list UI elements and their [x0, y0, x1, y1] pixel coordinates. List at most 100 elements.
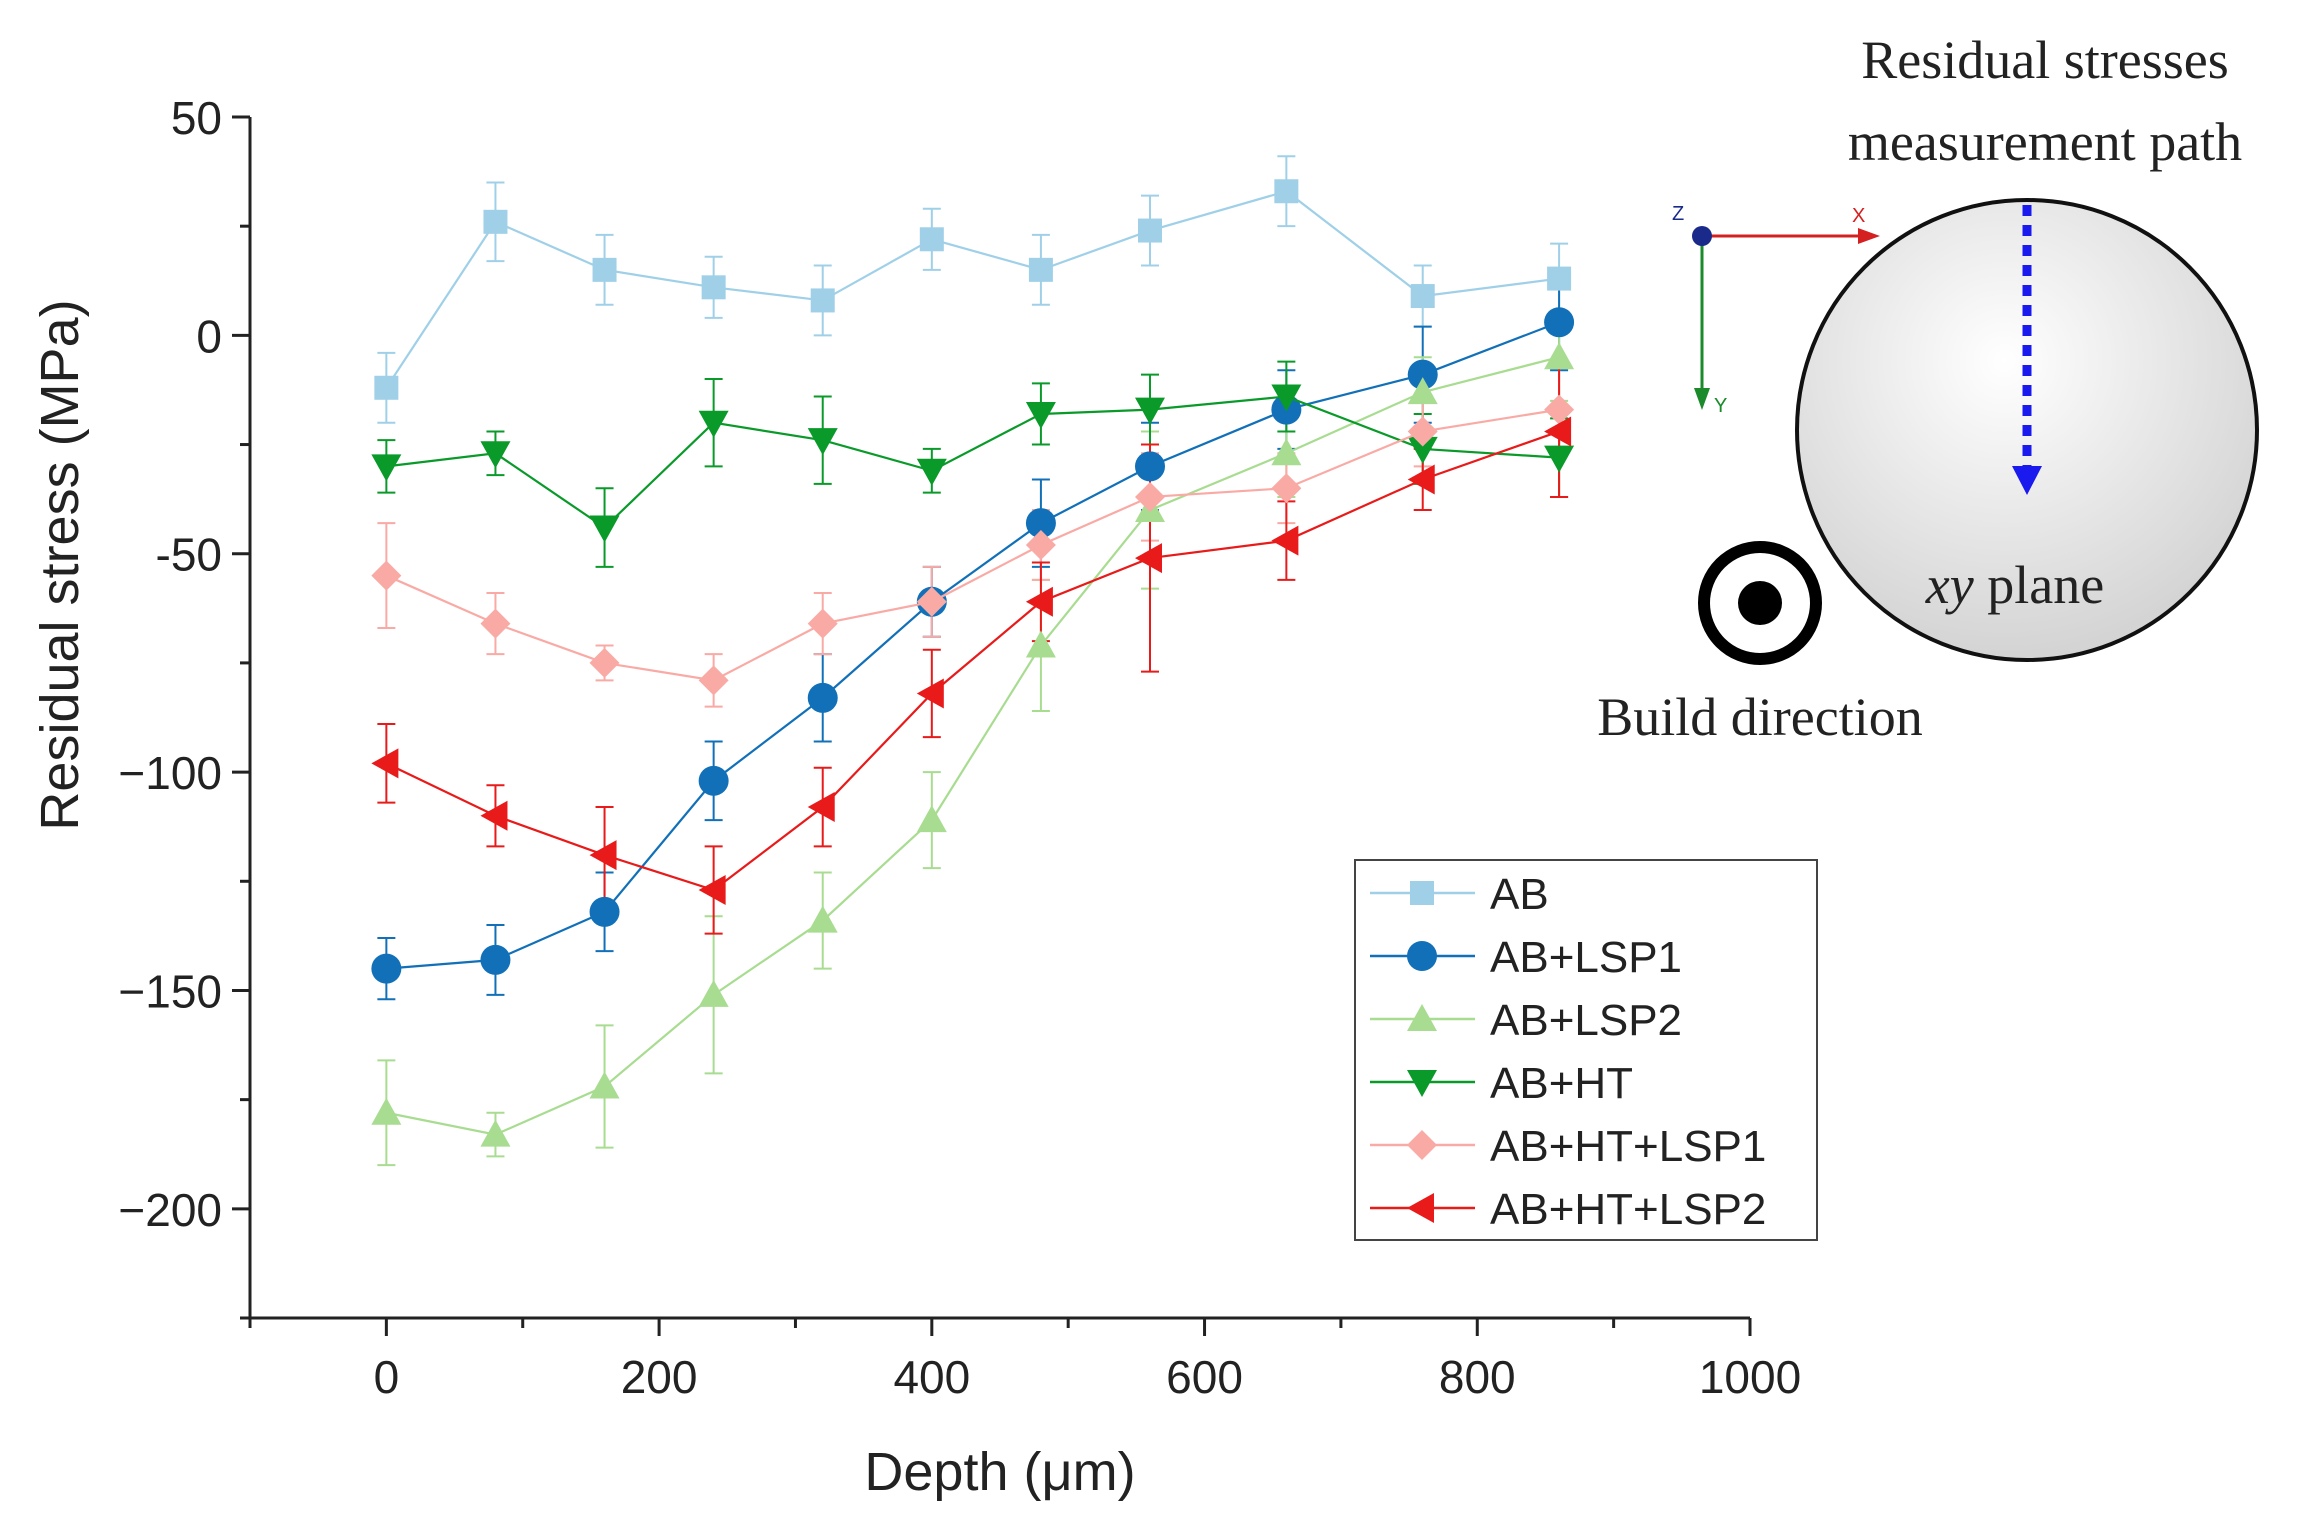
- data-point-ab-ht-lsp1: [698, 665, 729, 696]
- data-point-ab-lsp1: [1544, 307, 1575, 338]
- y-tick-label: 50: [171, 92, 222, 144]
- data-point-ab-ht-lsp1: [916, 586, 947, 617]
- data-point-ab-lsp2: [916, 805, 947, 833]
- y-axis-label: Residual stress (MPa): [30, 299, 90, 830]
- data-point-ab-ht: [1544, 445, 1575, 473]
- series-line-ab-ht: [386, 395, 1560, 529]
- data-point-ab: [810, 288, 835, 313]
- legend-marker-ab-ht-lsp1: [1407, 1130, 1437, 1160]
- x-axis-label: Depth (μm): [864, 1442, 1135, 1502]
- data-point-ab-ht-lsp2: [371, 748, 399, 779]
- series-line-ab-ht-lsp2: [385, 430, 1560, 892]
- data-point-ab: [1547, 266, 1572, 291]
- data-point-ab-ht: [480, 441, 511, 469]
- data-point-ab: [374, 375, 399, 400]
- data-point-ab-ht: [807, 428, 838, 456]
- data-point-ab-ht: [371, 454, 402, 482]
- x-tick-label: 600: [1166, 1351, 1243, 1403]
- data-point-ab-lsp1: [480, 944, 511, 975]
- z-axis-label: Z: [1672, 203, 1684, 225]
- data-point-ab-ht-lsp2: [1025, 586, 1053, 617]
- data-series: [371, 179, 1575, 1147]
- x-arrow-head: [1858, 228, 1880, 244]
- legend-marker-ab-ht: [1407, 1070, 1437, 1097]
- inset-illustration: Residual stresses measurement path Z X Y…: [1597, 30, 2259, 747]
- y-tick-label: -50: [156, 529, 222, 581]
- data-point-ab-lsp1: [1407, 359, 1438, 390]
- data-point-ab-ht-lsp2: [589, 840, 617, 871]
- data-point-ab-ht-lsp2: [698, 875, 726, 906]
- data-point-ab-ht-lsp2: [1544, 416, 1572, 447]
- data-point-ab-lsp1: [589, 896, 620, 927]
- data-point-ab-lsp1: [698, 765, 729, 796]
- data-point-ab-lsp1: [371, 953, 402, 984]
- legend-label-ab-ht: AB+HT: [1490, 1059, 1633, 1108]
- x-tick-label: 400: [893, 1351, 970, 1403]
- data-point-ab: [1410, 284, 1435, 309]
- data-point-ab-ht: [1271, 384, 1302, 412]
- data-point-ab-lsp2: [1025, 630, 1056, 658]
- data-point-ab-ht-lsp1: [1135, 481, 1165, 512]
- data-point-ab-lsp1: [807, 682, 838, 713]
- build-direction-dot: [1738, 581, 1782, 625]
- data-point-ab-ht-lsp1: [807, 608, 838, 639]
- data-point-ab-ht: [589, 515, 620, 543]
- data-point-ab-lsp2: [480, 1119, 511, 1147]
- x-tick-label: 200: [621, 1351, 698, 1403]
- data-point-ab-ht-lsp2: [1271, 525, 1299, 556]
- legend-label-ab: AB: [1490, 870, 1549, 919]
- y-tick-label: −200: [118, 1184, 222, 1236]
- x-tick-label: 1000: [1699, 1351, 1801, 1403]
- legend-label-ab-ht-lsp2: AB+HT+LSP2: [1490, 1185, 1766, 1234]
- data-point-ab-lsp2: [371, 1097, 402, 1125]
- x-tick-label: 0: [374, 1351, 400, 1403]
- data-point-ab-lsp2: [1544, 342, 1575, 370]
- data-point-ab-ht-lsp2: [916, 678, 944, 709]
- xy-plane-label: xy plane: [1925, 555, 2104, 615]
- y-tick-label: 0: [196, 310, 222, 362]
- legend: AB AB+LSP1 AB+LSP2 AB+HT AB+HT+LSP1 AB+HT+LSP…: [1354, 859, 1818, 1241]
- data-point-ab: [1274, 179, 1299, 204]
- data-point-ab-ht-lsp1: [1271, 473, 1302, 504]
- data-point-ab-ht-lsp1: [1407, 416, 1438, 447]
- data-point-ab: [701, 275, 726, 300]
- data-point-ab-ht-lsp1: [1544, 394, 1575, 425]
- inset-title-line1: Residual stresses: [1861, 30, 2228, 90]
- data-point-ab-ht-lsp2: [480, 800, 508, 831]
- y-arrow-head: [1694, 388, 1710, 410]
- legend-marker-ab-lsp2: [1407, 1004, 1437, 1031]
- legend-box: [1354, 859, 1818, 1241]
- data-point-ab-lsp2: [589, 1071, 620, 1099]
- data-point-ab-ht-lsp1: [480, 608, 511, 639]
- build-direction-label: Build direction: [1597, 687, 1922, 747]
- data-point-ab: [592, 257, 617, 282]
- data-point-ab: [1028, 257, 1053, 282]
- legend-marker-ab-ht-lsp2: [1407, 1193, 1434, 1223]
- x-axis-label-inset: X: [1852, 205, 1865, 227]
- measurement-path-arrow-head: [2012, 466, 2042, 495]
- data-point-ab-lsp2: [698, 979, 729, 1007]
- series-line-ab: [385, 190, 1560, 389]
- legend-label-ab-ht-lsp1: AB+HT+LSP1: [1490, 1122, 1766, 1171]
- y-axis-label-inset: Y: [1714, 395, 1727, 417]
- data-point-ab-ht-lsp2: [807, 792, 835, 823]
- data-point-ab-lsp2: [1407, 377, 1438, 405]
- y-tick-label: −100: [118, 747, 222, 799]
- data-point-ab-lsp2: [1271, 438, 1302, 466]
- data-point-ab-ht: [916, 458, 947, 486]
- data-point-ab-ht: [1407, 436, 1438, 464]
- legend-label-ab-lsp1: AB+LSP1: [1490, 933, 1682, 982]
- data-point-ab-ht-lsp2: [1407, 464, 1435, 495]
- data-point-ab-ht-lsp2: [1135, 543, 1162, 574]
- legend-marker-ab-lsp1: [1407, 941, 1437, 971]
- inset-title-line2: measurement path: [1848, 112, 2242, 172]
- data-point-ab-ht: [698, 410, 729, 438]
- z-axis-dot: [1692, 226, 1712, 246]
- y-tick-label: −150: [118, 965, 222, 1017]
- legend-marker-ab: [1410, 881, 1434, 905]
- x-tick-label: 800: [1439, 1351, 1516, 1403]
- data-point-ab-ht: [1025, 401, 1056, 429]
- data-point-ab: [1138, 218, 1162, 243]
- plot-axes: 50 0 -50 −100 −150 −200 0 200 400 600 800 1000: [118, 92, 1801, 1403]
